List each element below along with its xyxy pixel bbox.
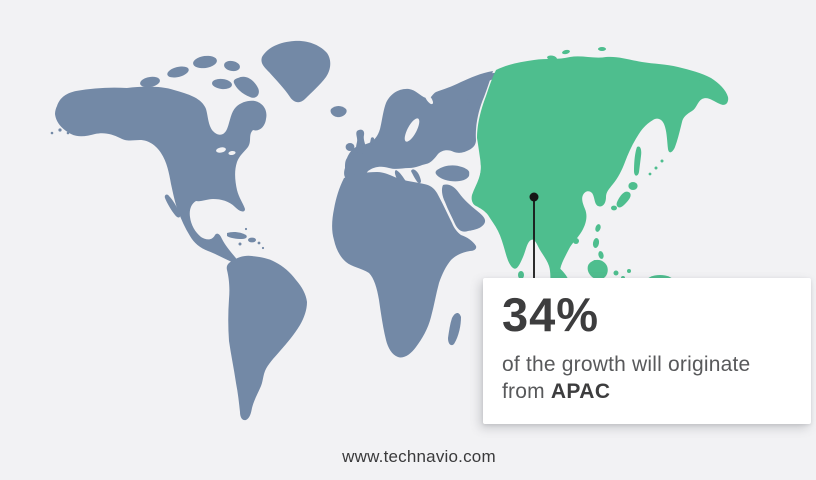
great-lake-shape <box>216 147 226 153</box>
stat-description-line1: of the growth will originate <box>502 352 751 376</box>
arabia-shape <box>441 184 486 232</box>
kuril-island <box>660 159 664 163</box>
baffin-island-shape <box>233 76 259 98</box>
aleutian-island <box>58 128 62 132</box>
arctic-island <box>224 60 240 72</box>
apac-marker-dot <box>529 192 539 202</box>
baltic-sea-shape <box>404 118 420 142</box>
asia-apac-shape <box>471 56 729 290</box>
denmark-shape <box>370 137 375 145</box>
seas-group <box>211 93 481 183</box>
great-lake-shape <box>228 150 236 156</box>
stat-description: of the growth will originate from APAC <box>502 351 801 406</box>
apac-marker <box>529 192 539 284</box>
greenland-shape <box>261 40 331 103</box>
britain-shape <box>356 129 367 154</box>
africa-shape <box>332 172 477 358</box>
japan-kyushu-shape <box>611 205 617 211</box>
arctic-island-green <box>598 47 606 51</box>
arctic-island <box>167 66 189 78</box>
caribbean-island <box>238 242 242 246</box>
hudson-bay-shape <box>211 106 227 132</box>
footer-website-text: www.technavio.com <box>342 447 496 466</box>
japan-hokkaido-shape <box>628 182 638 190</box>
wrangel-island-shape <box>698 79 704 85</box>
arctic-island-green <box>547 55 557 61</box>
philippines-island <box>598 251 604 259</box>
aleutian-island <box>50 131 54 135</box>
arctic-island <box>193 55 217 69</box>
sri-lanka-shape <box>518 271 524 279</box>
japan-honshu-shape <box>616 191 631 208</box>
hainan-shape <box>573 238 579 244</box>
kuril-island <box>648 172 652 176</box>
cuba-shape <box>227 231 247 239</box>
aleutian-island <box>66 131 70 135</box>
arctic-island <box>212 78 232 90</box>
north-america-shape <box>55 86 267 263</box>
philippines-island <box>592 238 600 248</box>
callout-card: 34% of the growth will originate from AP… <box>483 278 811 424</box>
arctic-island-green <box>623 67 635 75</box>
arctic-island-green <box>562 49 570 55</box>
white-sea-shape <box>424 93 434 105</box>
ireland-shape <box>345 143 355 151</box>
moluccas-island <box>627 269 631 273</box>
baja-california-shape <box>164 194 181 218</box>
iceland-shape <box>330 106 347 118</box>
sakhalin-shape <box>634 146 642 176</box>
greece-shape <box>411 169 421 184</box>
apac-group <box>471 47 729 291</box>
hispaniola-shape <box>248 237 256 243</box>
black-sea-shape <box>438 153 460 165</box>
borneo-shape <box>587 259 608 280</box>
caribbean-island <box>244 227 248 231</box>
madagascar-shape <box>448 312 461 346</box>
taiwan-shape <box>595 224 601 232</box>
caribbean-island <box>257 241 261 245</box>
kuril-island <box>654 166 658 170</box>
landmasses-group <box>50 40 500 421</box>
anatolia-shape <box>435 165 470 182</box>
caspian-sea-shape <box>469 159 481 183</box>
stat-description-prefix: from <box>502 380 551 404</box>
stat-region-label: APAC <box>550 380 611 404</box>
arctic-island <box>140 76 160 88</box>
stat-value: 34% <box>502 288 600 341</box>
sulawesi-island <box>613 270 619 276</box>
europe-shape <box>344 71 493 182</box>
south-america-shape <box>226 255 307 421</box>
caribbean-island <box>261 246 265 250</box>
